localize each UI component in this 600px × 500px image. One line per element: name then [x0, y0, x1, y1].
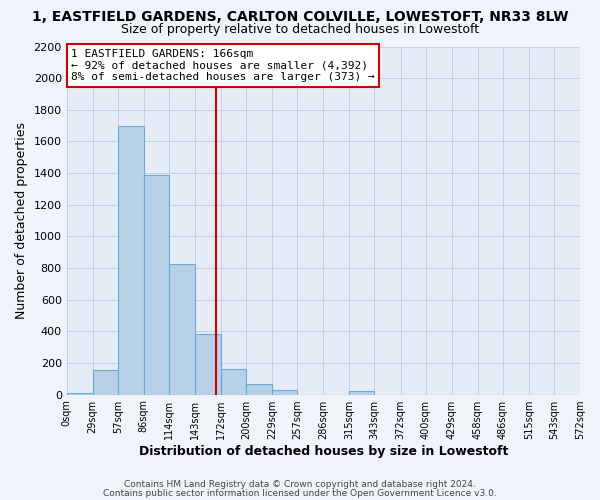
Text: Size of property relative to detached houses in Lowestoft: Size of property relative to detached ho…	[121, 22, 479, 36]
Bar	[349, 390, 374, 394]
Bar	[195, 334, 221, 394]
Bar	[246, 384, 272, 394]
Bar	[169, 264, 195, 394]
Bar	[118, 126, 144, 394]
Bar	[221, 370, 246, 394]
X-axis label: Distribution of detached houses by size in Lowestoft: Distribution of detached houses by size …	[139, 444, 508, 458]
Bar	[92, 370, 118, 394]
Text: 1, EASTFIELD GARDENS, CARLTON COLVILLE, LOWESTOFT, NR33 8LW: 1, EASTFIELD GARDENS, CARLTON COLVILLE, …	[32, 10, 568, 24]
Bar	[144, 174, 169, 394]
Y-axis label: Number of detached properties: Number of detached properties	[15, 122, 28, 319]
Bar	[272, 390, 298, 394]
Text: Contains public sector information licensed under the Open Government Licence v3: Contains public sector information licen…	[103, 488, 497, 498]
Text: Contains HM Land Registry data © Crown copyright and database right 2024.: Contains HM Land Registry data © Crown c…	[124, 480, 476, 489]
Text: 1 EASTFIELD GARDENS: 166sqm
← 92% of detached houses are smaller (4,392)
8% of s: 1 EASTFIELD GARDENS: 166sqm ← 92% of det…	[71, 49, 375, 82]
Bar	[67, 393, 92, 394]
